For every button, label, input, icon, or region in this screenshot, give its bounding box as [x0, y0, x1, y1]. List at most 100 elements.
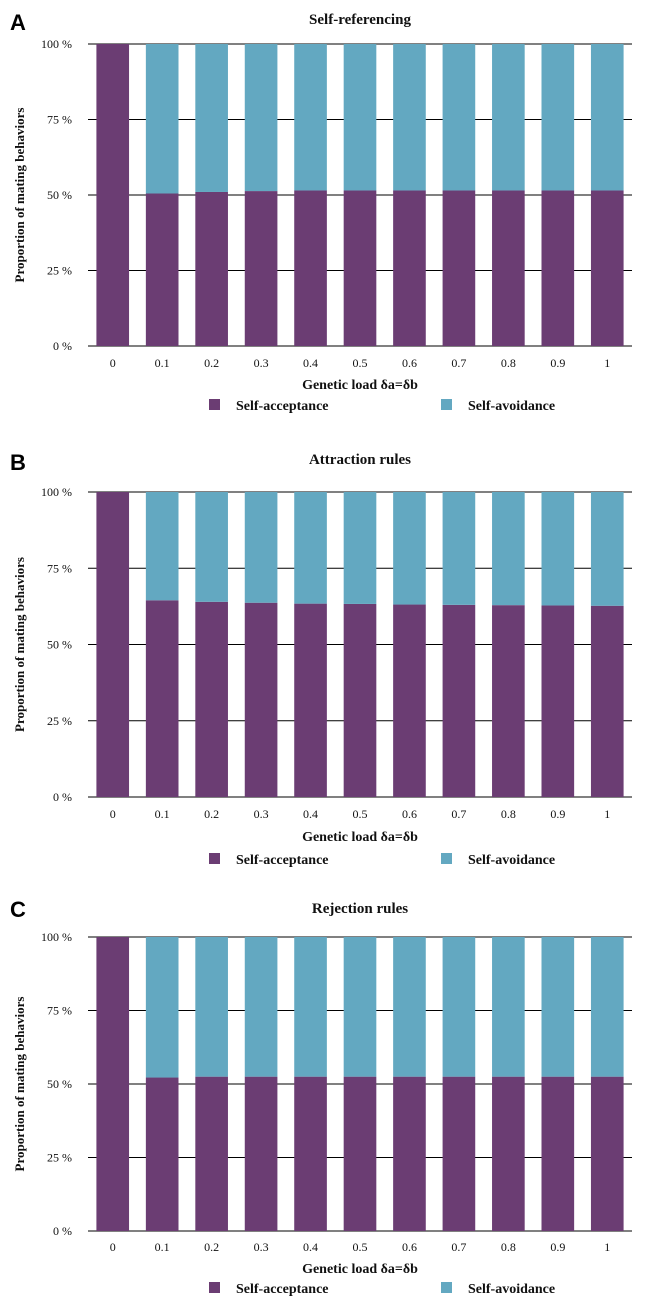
panel-c-y-tick-label: 0 % [53, 1224, 72, 1238]
panel-a-y-tick-label: 75 % [47, 113, 72, 127]
panel-c-bar-self-acceptance [96, 937, 130, 1231]
panel-c-bar-self-avoidance [145, 937, 179, 1078]
panel-a-x-tick-label: 1 [604, 356, 610, 370]
panel-b-x-tick-label: 0.7 [451, 807, 466, 821]
panel-b-bar-self-acceptance [442, 604, 476, 797]
panel-c-bar-self-avoidance [195, 937, 228, 1077]
panel-b-bar-self-avoidance [590, 492, 624, 606]
panel-b-x-tick-label: 0 [110, 807, 116, 821]
panel-a-bar-self-avoidance [492, 44, 525, 191]
panel-a-bar-self-acceptance [442, 190, 476, 346]
panel-a-x-axis-label: Genetic load δa=δb [302, 378, 418, 393]
panel-c-x-tick-label: 0.4 [303, 1240, 318, 1254]
panel-a-x-tick-label: 0.2 [204, 356, 219, 370]
panel-b-y-tick-label: 100 % [41, 485, 72, 499]
panel-b-x-tick-label: 0.8 [501, 807, 516, 821]
panel-a-bar-self-acceptance [294, 190, 327, 346]
panel-b-letter: B [10, 450, 26, 475]
panel-a-y-tick-label: 0 % [53, 339, 72, 353]
panel-c-x-tick-label: 0.7 [451, 1240, 466, 1254]
panel-b-legend-label: Self-avoidance [468, 853, 555, 868]
panel-a-bar-self-acceptance [343, 190, 377, 346]
panel-b-x-tick-label: 0.3 [254, 807, 269, 821]
panel-a-bar-self-avoidance [343, 44, 377, 191]
panel-c-x-axis-label: Genetic load δa=δb [302, 1262, 418, 1277]
panel-b-bar-self-acceptance [343, 603, 377, 797]
panel-c-bar-self-acceptance [294, 1076, 327, 1231]
panel-c-legend-label: Self-avoidance [468, 1282, 555, 1297]
panel-c-x-tick-label: 0.1 [155, 1240, 170, 1254]
panel-a-x-tick-label: 0 [110, 356, 116, 370]
panel-a-y-tick-label: 50 % [47, 188, 72, 202]
panel-b-x-axis-label: Genetic load δa=δb [302, 830, 418, 845]
panel-a-bar-self-avoidance [294, 44, 327, 191]
panel-a-legend-swatch-self-acceptance [209, 399, 220, 410]
panel-c-bar-self-acceptance [590, 1076, 624, 1231]
panel-a-bar-self-avoidance [541, 44, 575, 191]
panel-b-bar-self-avoidance [343, 492, 377, 604]
panel-b-bar-self-acceptance [492, 605, 525, 797]
panel-c-x-tick-label: 0.5 [353, 1240, 368, 1254]
panel-c-legend-label: Self-acceptance [236, 1282, 329, 1297]
panel-a-bar-self-acceptance [96, 44, 130, 346]
panel-b-y-axis-label: Proportion of mating behaviors [12, 557, 27, 732]
panel-b-legend-swatch-self-avoidance [441, 853, 452, 864]
panel-c-bar-self-avoidance [541, 937, 575, 1077]
panel-b-bar-self-acceptance [294, 603, 327, 797]
panel-a-bar-self-acceptance [393, 190, 426, 346]
panel-c-legend-swatch-self-avoidance [441, 1282, 452, 1293]
panel-a-bar-self-avoidance [145, 44, 179, 194]
panel-b-y-tick-label: 50 % [47, 638, 72, 652]
panel-c-bar-self-acceptance [343, 1076, 377, 1231]
panel-c-x-tick-label: 1 [604, 1240, 610, 1254]
panel-c-title: Rejection rules [312, 901, 408, 917]
panel-b-y-tick-label: 25 % [47, 714, 72, 728]
panel-c-x-tick-label: 0.8 [501, 1240, 516, 1254]
panel-c-letter: C [10, 897, 26, 922]
panel-a-bar-self-acceptance [244, 191, 278, 346]
panel-b-bar-self-acceptance [96, 492, 130, 797]
panel-b-bar-self-acceptance [195, 601, 228, 797]
panel-c-x-tick-label: 0.3 [254, 1240, 269, 1254]
panel-c-bar-self-avoidance [244, 937, 278, 1077]
panel-b-bar-self-avoidance [492, 492, 525, 606]
panel-a-bar-self-acceptance [541, 190, 575, 346]
panel-a-x-tick-label: 0.4 [303, 356, 318, 370]
panel-c-bar-self-acceptance [492, 1076, 525, 1231]
panel-b-x-tick-label: 0.2 [204, 807, 219, 821]
panel-a-x-tick-label: 0.7 [451, 356, 466, 370]
panel-b-bar-self-avoidance [244, 492, 278, 603]
panel-c-bar-self-acceptance [195, 1076, 228, 1231]
panel-c-bar-self-acceptance [244, 1076, 278, 1231]
panel-c-bar-self-acceptance [393, 1076, 426, 1231]
panel-a-x-tick-label: 0.9 [550, 356, 565, 370]
panel-b-bar-self-acceptance [541, 605, 575, 797]
panel-a-bar-self-acceptance [590, 190, 624, 346]
panel-c-y-tick-label: 100 % [41, 930, 72, 944]
panel-a-legend-label: Self-acceptance [236, 399, 329, 414]
panel-c-y-axis-label: Proportion of mating behaviors [12, 997, 27, 1172]
panel-c-bar-self-avoidance [294, 937, 327, 1077]
panel-a-y-tick-label: 100 % [41, 37, 72, 51]
panel-a-bar-self-avoidance [393, 44, 426, 191]
panel-a-legend-swatch-self-avoidance [441, 399, 452, 410]
panel-a-x-tick-label: 0.5 [353, 356, 368, 370]
panel-b-x-tick-label: 0.9 [550, 807, 565, 821]
panel-b-bar-self-avoidance [541, 492, 575, 606]
panel-b-legend-swatch-self-acceptance [209, 853, 220, 864]
panel-b-bar-self-avoidance [442, 492, 476, 605]
panel-c-y-tick-label: 75 % [47, 1004, 72, 1018]
panel-a-bar-self-acceptance [195, 191, 228, 346]
panel-b-bar-self-avoidance [145, 492, 179, 601]
panel-c-x-tick-label: 0.9 [550, 1240, 565, 1254]
panel-b-x-tick-label: 0.6 [402, 807, 417, 821]
panel-b-x-tick-label: 1 [604, 807, 610, 821]
panel-a-y-tick-label: 25 % [47, 264, 72, 278]
panel-c-x-tick-label: 0.6 [402, 1240, 417, 1254]
panel-c-legend-swatch-self-acceptance [209, 1282, 220, 1293]
panel-b-y-tick-label: 75 % [47, 561, 72, 575]
panel-c-bar-self-avoidance [343, 937, 377, 1077]
panel-a-x-tick-label: 0.1 [155, 356, 170, 370]
panel-a-title: Self-referencing [309, 12, 411, 28]
